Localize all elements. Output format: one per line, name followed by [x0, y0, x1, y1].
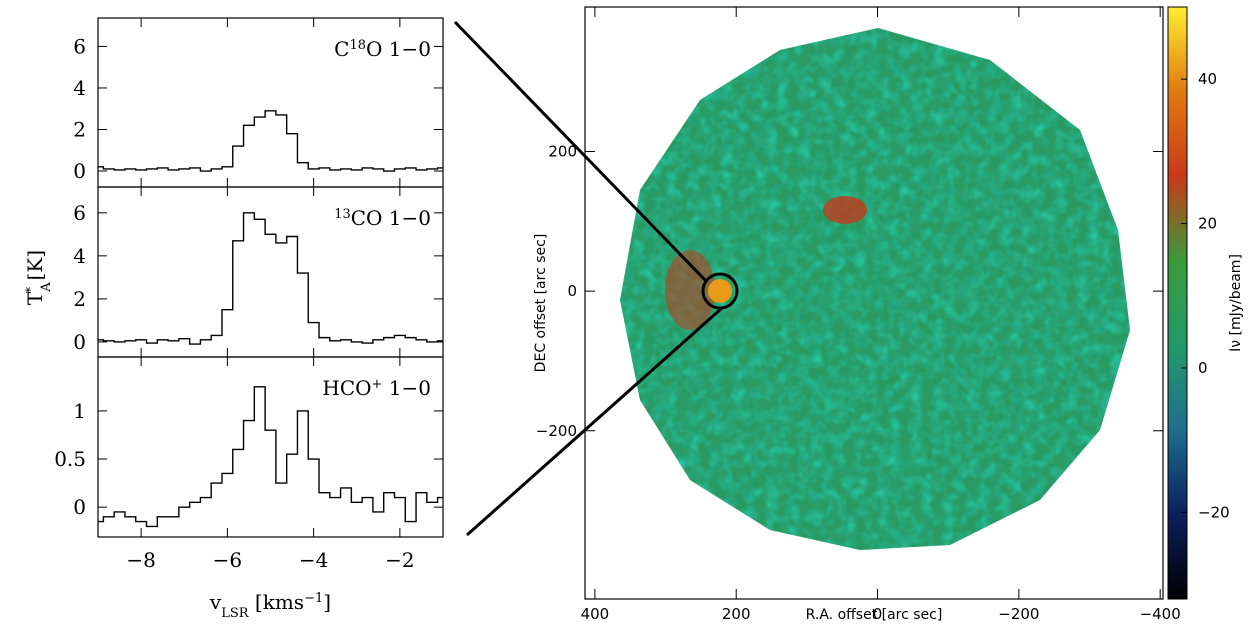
- map-emission: [620, 28, 1130, 550]
- colorbar: [1167, 6, 1188, 600]
- y-tick-label: 6: [73, 34, 86, 58]
- label-sup: 13: [334, 207, 351, 222]
- y-axis-label: DEC offset [arc sec]: [533, 234, 549, 373]
- y-tick-label: 0: [73, 159, 86, 183]
- y-tick-label: 4: [73, 244, 86, 268]
- map-image: [620, 28, 1130, 550]
- label-text: v: [209, 590, 222, 614]
- colorbar-tick-label: 40: [1198, 70, 1217, 88]
- spectrum-panel: 0 2 4 6 C18O 1−0: [73, 17, 444, 188]
- label-text: ]: [323, 590, 331, 614]
- x-tick-label: −6: [213, 548, 242, 572]
- x-tick-label: −4: [299, 548, 328, 572]
- emission-patch: [823, 196, 867, 224]
- x-axis-label: R.A. offset [arc sec]: [806, 607, 943, 623]
- label-text: T: [23, 291, 47, 305]
- label-sub: LSR: [221, 606, 250, 621]
- label-text: O 1−0: [366, 37, 431, 61]
- x-tick-label: −2: [385, 548, 414, 572]
- rich-label: C18O 1−0: [334, 37, 431, 61]
- emission-patch: [665, 250, 715, 330]
- label-text: C: [334, 37, 349, 61]
- label-text: [K]: [23, 250, 47, 287]
- label-sup: +: [372, 377, 383, 392]
- label-sup: *: [24, 286, 39, 293]
- map-frame: [584, 6, 1164, 600]
- y-tick-label: 0: [73, 330, 86, 354]
- y-tick-label: 0.5: [54, 447, 86, 471]
- zoom-line: [466, 306, 723, 537]
- x-tick-label: −8: [126, 548, 155, 572]
- spectrum-line: [98, 386, 443, 528]
- y-tick-label: 200: [548, 143, 577, 161]
- panel-frame: [97, 356, 444, 538]
- label-sub: A: [39, 282, 54, 293]
- y-tick-label: 1: [73, 399, 86, 423]
- rich-label: 13CO 1−0: [334, 206, 431, 230]
- x-tick-label: −200: [998, 605, 1039, 623]
- x-tick-label: −400: [1140, 605, 1181, 623]
- colorbar-tick-label: 20: [1198, 215, 1217, 233]
- y-tick-label: 4: [73, 76, 86, 100]
- x-tick-label: 400: [581, 605, 610, 623]
- rich-label: TA* [K]: [23, 250, 54, 305]
- y-tick-label: −200: [536, 422, 577, 440]
- colorbar-tick-label: 0: [1198, 359, 1208, 377]
- x-tick-label: 200: [722, 605, 751, 623]
- y-tick-label: 6: [73, 201, 86, 225]
- spectrum-line: [98, 212, 443, 345]
- spectrum-line: [98, 110, 443, 172]
- label-sup: 18: [349, 38, 366, 53]
- spectrum-panel: 0 0.5 1 −8 −6 −4 −2 HCO+ 1−0 vLSR [kms−1]: [54, 356, 444, 621]
- y-tick-label: 2: [73, 287, 86, 311]
- emission-peak: [708, 279, 732, 303]
- label-text: [kms: [249, 590, 305, 614]
- rich-label: HCO+ 1−0: [322, 376, 431, 400]
- label-sup: −1: [304, 591, 323, 606]
- y-tick-label: 2: [73, 117, 86, 141]
- spectrum-panel: 0 2 4 6 13CO 1−0 TA* [K]: [23, 186, 444, 358]
- label-text: CO 1−0: [351, 206, 431, 230]
- rich-label: vLSR [kms−1]: [209, 590, 331, 621]
- label-text: HCO: [322, 376, 371, 400]
- colorbar-tick-label: −20: [1198, 503, 1230, 521]
- zoom-line: [453, 20, 708, 283]
- y-tick-label: 0: [567, 282, 577, 300]
- y-tick-label: 0: [73, 495, 86, 519]
- colorbar-label: Iν [mJy/beam]: [1228, 254, 1244, 352]
- x-tick-label: 0: [873, 605, 883, 623]
- label-text: 1−0: [382, 376, 431, 400]
